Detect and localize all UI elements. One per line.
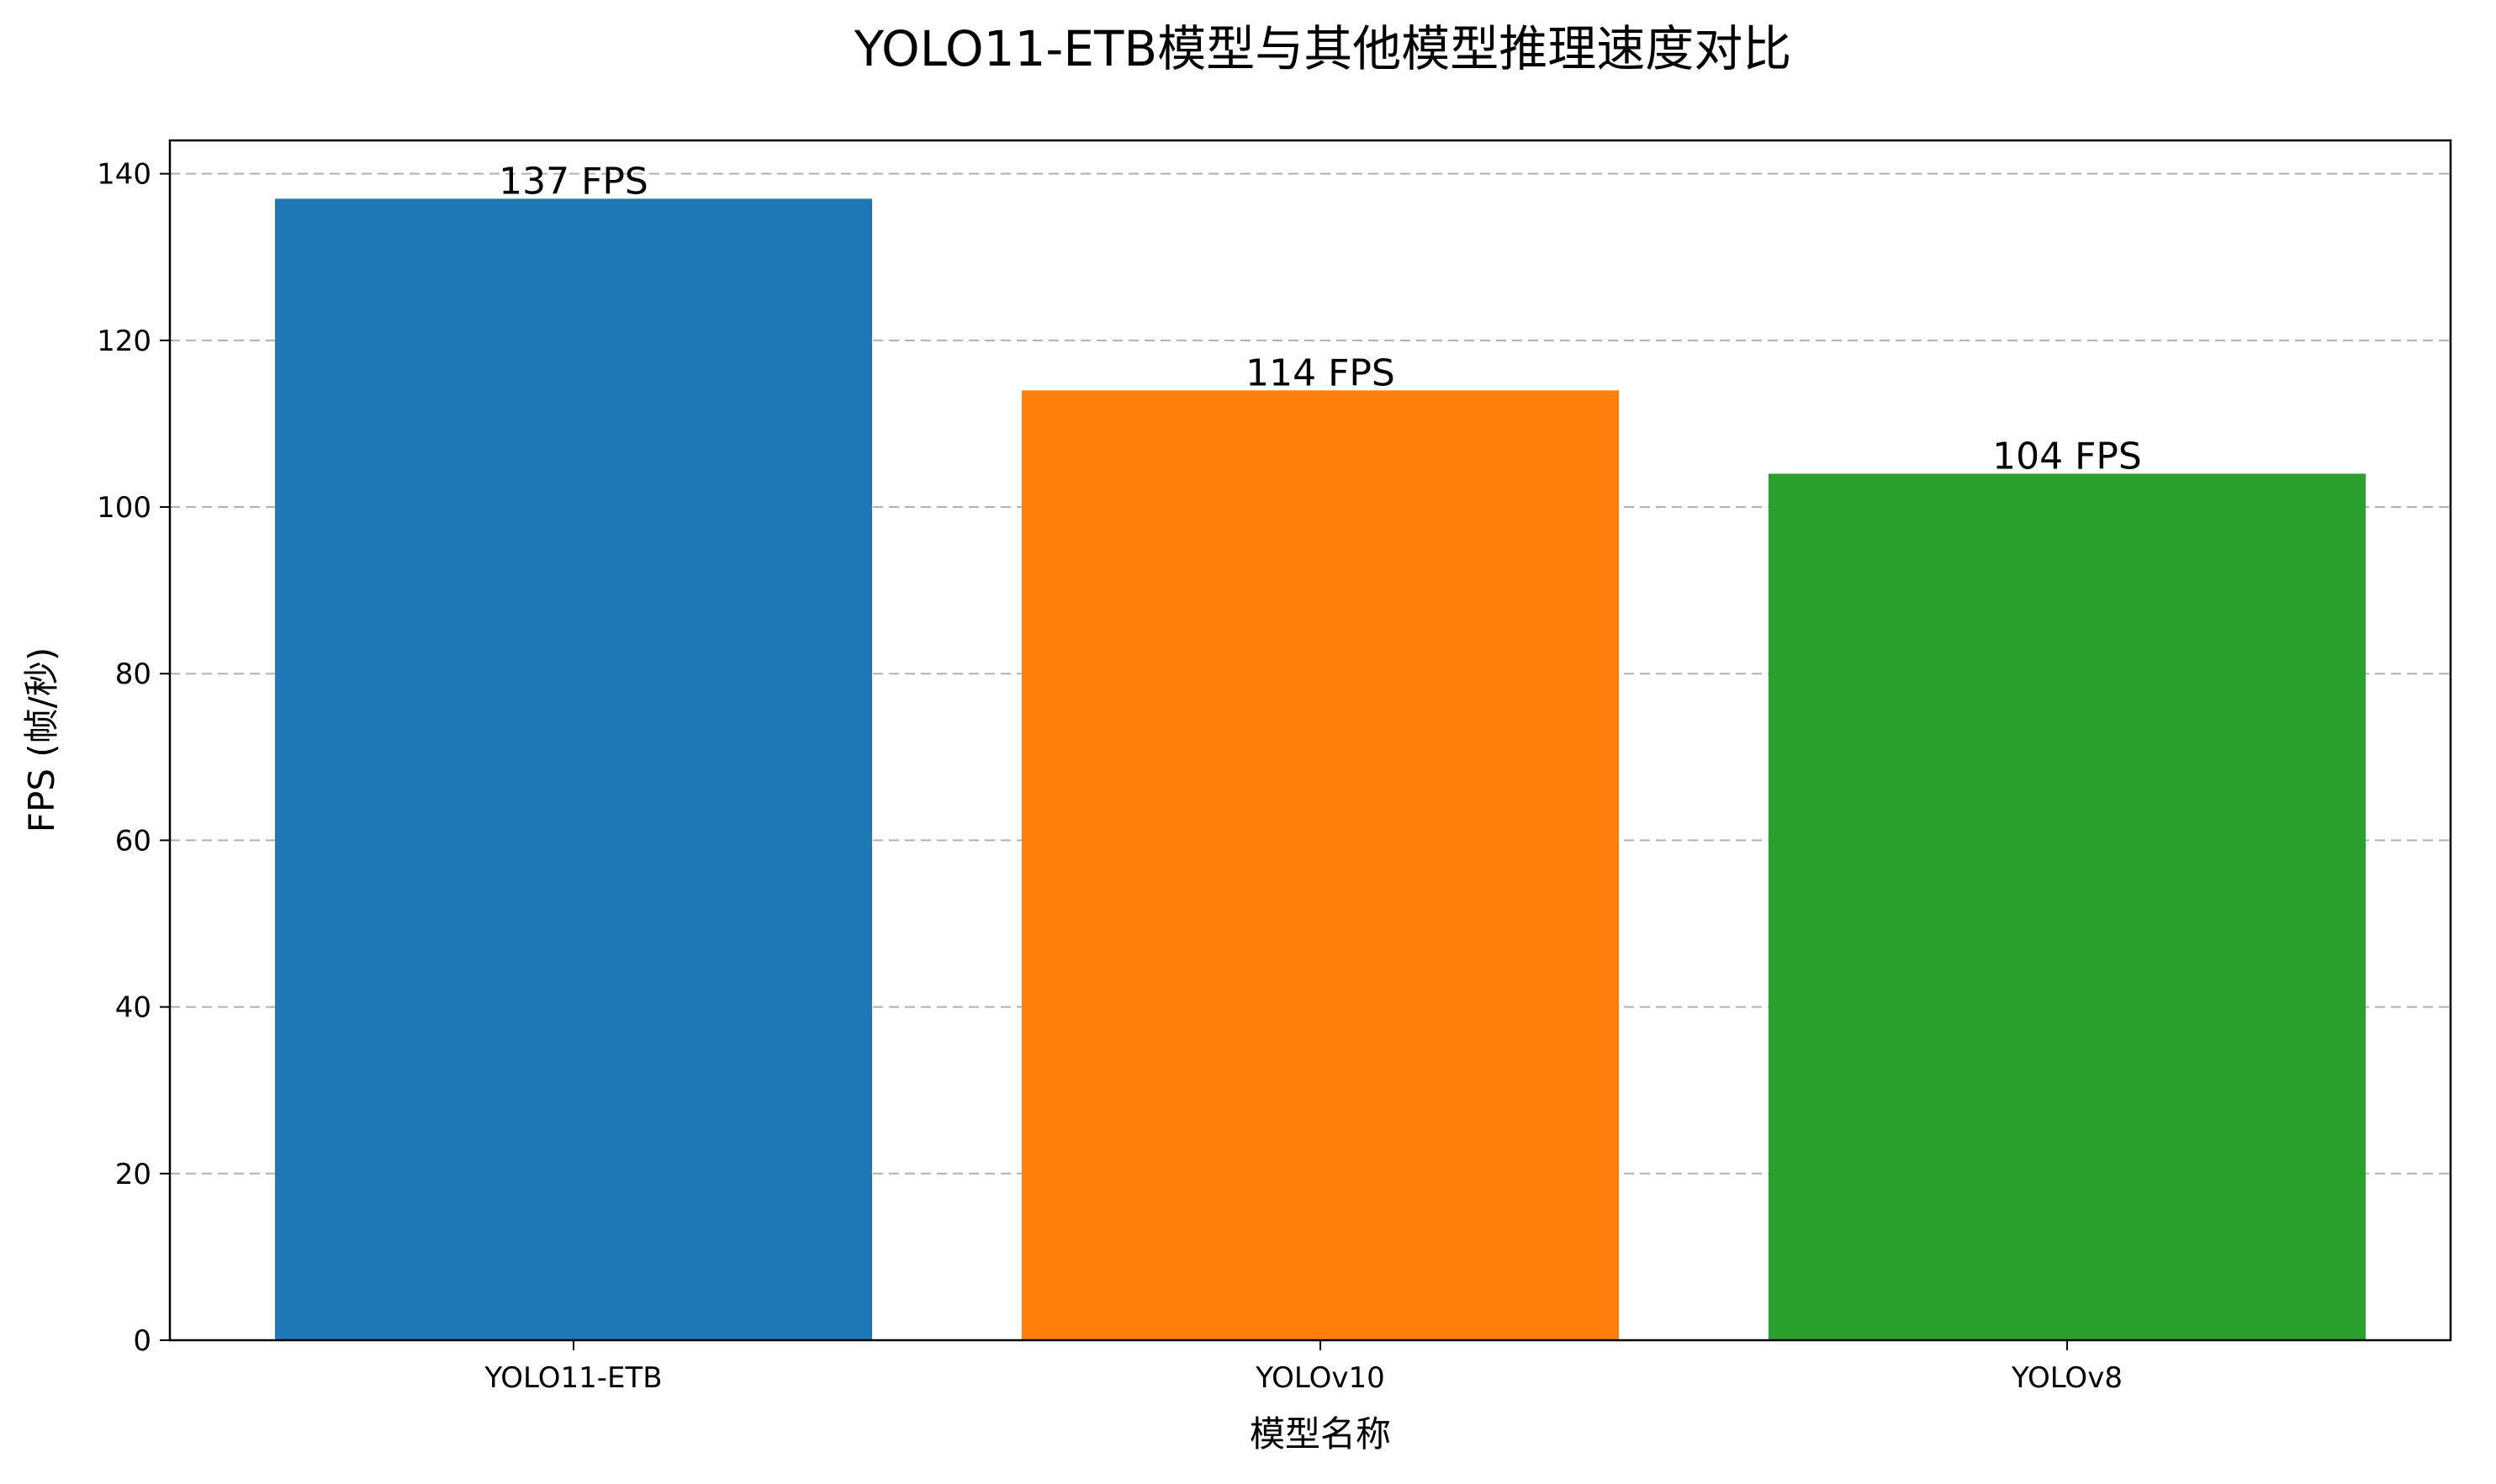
bar-value-label: 104 FPS xyxy=(1992,435,2142,478)
bar-value-label: 137 FPS xyxy=(499,160,648,203)
data-labels: 137 FPS 114 FPS 104 FPS xyxy=(499,160,2142,478)
x-tick-label: YOLOv10 xyxy=(1255,1361,1385,1395)
y-tick-label: 100 xyxy=(97,491,151,525)
y-tick-label: 140 xyxy=(97,158,151,192)
y-axis: 0 20 40 60 80 100 120 140 xyxy=(97,158,170,1358)
bar-yolov8 xyxy=(1769,473,2366,1340)
y-tick-label: 80 xyxy=(115,658,151,691)
y-tick-label: 60 xyxy=(115,824,151,858)
chart-title: YOLO11-ETB模型与其他模型推理速度对比 xyxy=(854,20,1791,77)
y-axis-label: FPS (帧/秒) xyxy=(21,647,62,832)
plot-frame xyxy=(168,139,2452,1342)
x-tick-label: YOLO11-ETB xyxy=(484,1361,662,1395)
bar-yolo11-etb xyxy=(275,198,872,1341)
x-axis-label: 模型名称 xyxy=(1250,1413,1391,1455)
y-tick-label: 0 xyxy=(133,1324,151,1358)
x-tick-label: YOLOv8 xyxy=(2011,1361,2123,1395)
bar-yolov10 xyxy=(1022,390,1619,1341)
bars xyxy=(275,198,2366,1341)
x-axis: YOLO11-ETB YOLOv10 YOLOv8 xyxy=(484,1340,2123,1395)
y-tick-label: 20 xyxy=(115,1158,151,1191)
bar-value-label: 114 FPS xyxy=(1245,351,1395,394)
y-tick-label: 120 xyxy=(97,325,151,358)
y-tick-label: 40 xyxy=(115,991,151,1025)
